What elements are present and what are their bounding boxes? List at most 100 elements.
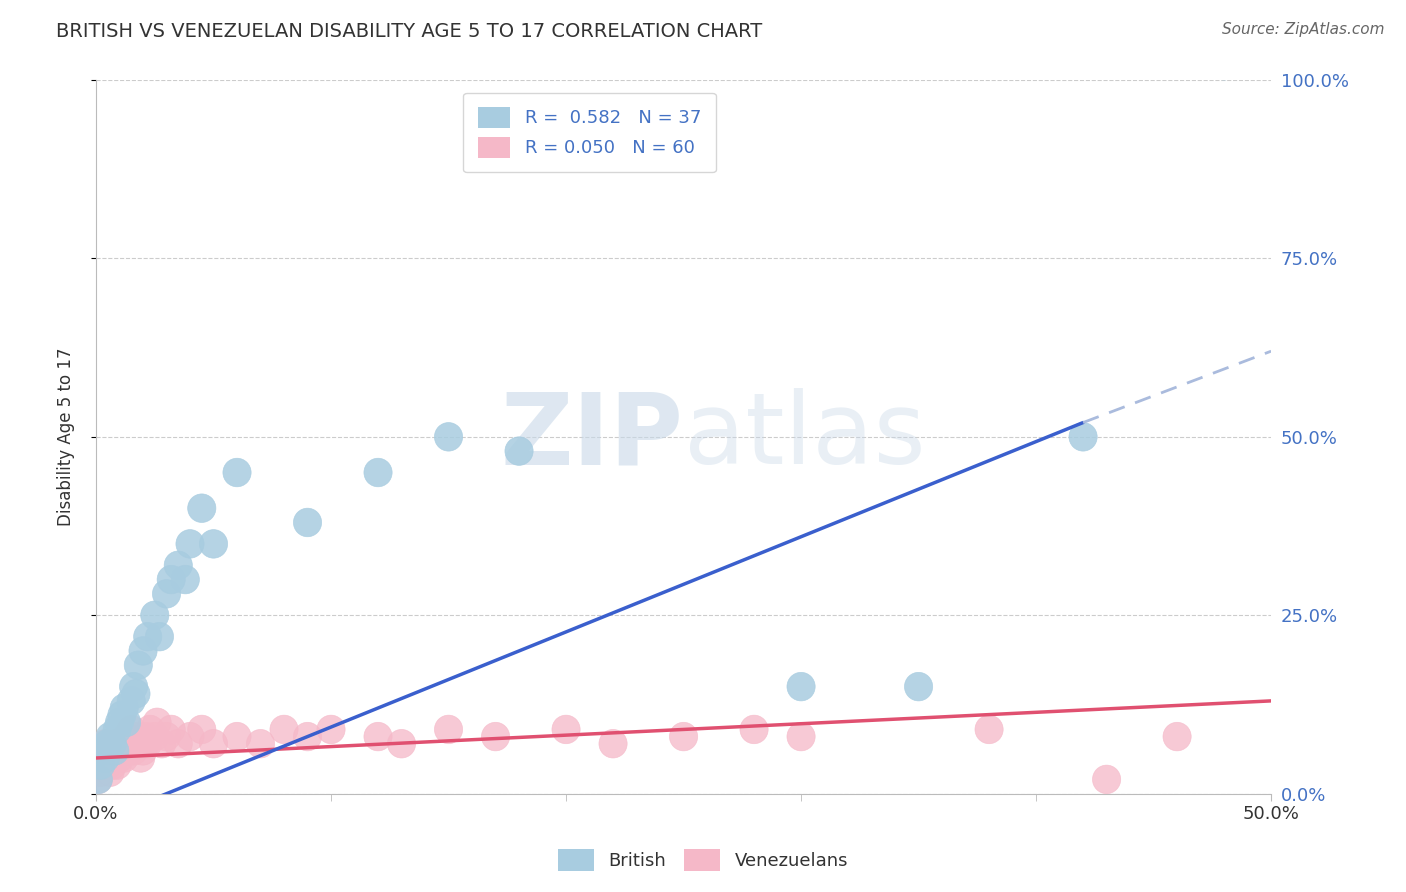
Ellipse shape: [172, 566, 200, 594]
Ellipse shape: [108, 730, 136, 758]
Ellipse shape: [96, 744, 124, 772]
Ellipse shape: [388, 730, 416, 758]
Ellipse shape: [294, 508, 322, 537]
Ellipse shape: [270, 715, 298, 744]
Ellipse shape: [148, 730, 176, 758]
Ellipse shape: [1211, 52, 1239, 80]
Ellipse shape: [105, 737, 134, 765]
Ellipse shape: [1069, 423, 1097, 451]
Ellipse shape: [96, 723, 124, 751]
Text: BRITISH VS VENEZUELAN DISABILITY AGE 5 TO 17 CORRELATION CHART: BRITISH VS VENEZUELAN DISABILITY AGE 5 T…: [56, 22, 762, 41]
Ellipse shape: [176, 530, 204, 558]
Ellipse shape: [200, 530, 228, 558]
Ellipse shape: [143, 708, 172, 737]
Ellipse shape: [115, 737, 143, 765]
Text: Source: ZipAtlas.com: Source: ZipAtlas.com: [1222, 22, 1385, 37]
Ellipse shape: [101, 744, 129, 772]
Ellipse shape: [152, 580, 180, 608]
Ellipse shape: [136, 715, 165, 744]
Ellipse shape: [364, 723, 392, 751]
Ellipse shape: [224, 723, 252, 751]
Ellipse shape: [98, 751, 127, 780]
Ellipse shape: [165, 551, 193, 580]
Ellipse shape: [91, 744, 120, 772]
Ellipse shape: [105, 744, 134, 772]
Ellipse shape: [94, 730, 122, 758]
Legend: R =  0.582   N = 37, R = 0.050   N = 60: R = 0.582 N = 37, R = 0.050 N = 60: [464, 93, 716, 172]
Ellipse shape: [112, 708, 141, 737]
Ellipse shape: [1163, 723, 1191, 751]
Ellipse shape: [134, 730, 162, 758]
Ellipse shape: [787, 673, 815, 701]
Ellipse shape: [176, 723, 204, 751]
Ellipse shape: [91, 744, 120, 772]
Ellipse shape: [505, 437, 533, 466]
Ellipse shape: [141, 723, 169, 751]
Ellipse shape: [117, 730, 145, 758]
Ellipse shape: [96, 758, 124, 787]
Text: ZIP: ZIP: [501, 388, 683, 485]
Ellipse shape: [105, 708, 134, 737]
Ellipse shape: [481, 723, 509, 751]
Ellipse shape: [187, 715, 217, 744]
Ellipse shape: [974, 715, 1002, 744]
Ellipse shape: [103, 715, 131, 744]
Ellipse shape: [84, 765, 112, 794]
Ellipse shape: [157, 715, 186, 744]
Ellipse shape: [434, 715, 463, 744]
Ellipse shape: [1092, 765, 1121, 794]
Ellipse shape: [101, 737, 129, 765]
Ellipse shape: [98, 730, 127, 758]
Ellipse shape: [124, 730, 152, 758]
Ellipse shape: [165, 730, 193, 758]
Ellipse shape: [152, 723, 180, 751]
Ellipse shape: [122, 680, 150, 708]
Ellipse shape: [89, 737, 117, 765]
Ellipse shape: [94, 737, 122, 765]
Ellipse shape: [787, 723, 815, 751]
Ellipse shape: [127, 744, 155, 772]
Ellipse shape: [200, 730, 228, 758]
Ellipse shape: [89, 751, 117, 780]
Ellipse shape: [91, 730, 120, 758]
Ellipse shape: [131, 723, 159, 751]
Ellipse shape: [141, 601, 169, 630]
Ellipse shape: [87, 744, 115, 772]
Ellipse shape: [553, 715, 581, 744]
Ellipse shape: [187, 494, 217, 523]
Ellipse shape: [122, 723, 150, 751]
Ellipse shape: [599, 730, 627, 758]
Ellipse shape: [87, 751, 115, 780]
Ellipse shape: [108, 701, 136, 730]
Ellipse shape: [129, 737, 157, 765]
Ellipse shape: [134, 623, 162, 651]
Ellipse shape: [98, 737, 127, 765]
Ellipse shape: [669, 723, 697, 751]
Ellipse shape: [120, 737, 148, 765]
Ellipse shape: [129, 637, 157, 665]
Ellipse shape: [112, 723, 141, 751]
Ellipse shape: [110, 694, 138, 723]
Ellipse shape: [103, 737, 131, 765]
Ellipse shape: [434, 423, 463, 451]
Ellipse shape: [157, 566, 186, 594]
Ellipse shape: [87, 758, 115, 787]
Ellipse shape: [117, 687, 145, 715]
Ellipse shape: [145, 623, 173, 651]
Ellipse shape: [101, 730, 129, 758]
Ellipse shape: [224, 458, 252, 487]
Text: atlas: atlas: [683, 388, 925, 485]
Ellipse shape: [103, 751, 131, 780]
Legend: British, Venezuelans: British, Venezuelans: [551, 842, 855, 879]
Ellipse shape: [110, 744, 138, 772]
Ellipse shape: [124, 651, 152, 680]
Ellipse shape: [904, 673, 932, 701]
Ellipse shape: [120, 673, 148, 701]
Ellipse shape: [316, 715, 344, 744]
Ellipse shape: [117, 715, 145, 744]
Y-axis label: Disability Age 5 to 17: Disability Age 5 to 17: [58, 348, 75, 526]
Ellipse shape: [84, 751, 112, 780]
Ellipse shape: [294, 723, 322, 751]
Ellipse shape: [246, 730, 274, 758]
Ellipse shape: [364, 458, 392, 487]
